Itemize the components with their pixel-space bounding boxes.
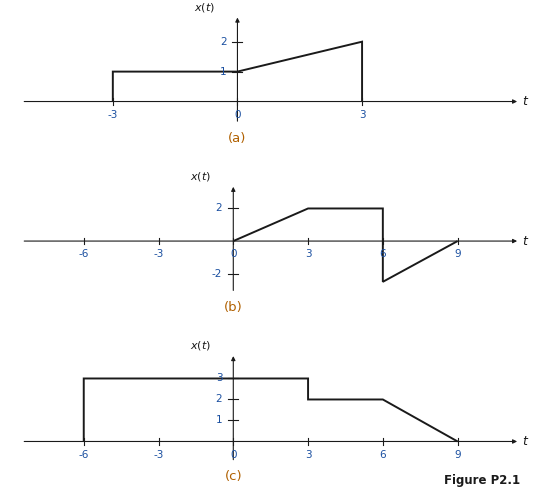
Text: -3: -3 xyxy=(108,110,118,120)
Text: -3: -3 xyxy=(153,249,163,259)
Text: -6: -6 xyxy=(79,450,89,460)
Text: (b): (b) xyxy=(224,301,243,314)
Text: $t$: $t$ xyxy=(523,435,530,448)
Text: $t$: $t$ xyxy=(523,95,530,108)
Text: -2: -2 xyxy=(212,269,222,278)
Text: 0: 0 xyxy=(234,110,241,120)
Text: 6: 6 xyxy=(379,450,386,460)
Text: 6: 6 xyxy=(379,249,386,259)
Text: $x(t)$: $x(t)$ xyxy=(194,0,215,14)
Text: $x(t)$: $x(t)$ xyxy=(190,170,211,183)
Text: $x(t)$: $x(t)$ xyxy=(190,339,211,352)
Text: 1: 1 xyxy=(220,66,227,77)
Text: (c): (c) xyxy=(225,470,242,483)
Text: 3: 3 xyxy=(305,249,311,259)
Text: 3: 3 xyxy=(215,373,222,383)
Text: 3: 3 xyxy=(305,450,311,460)
Text: 9: 9 xyxy=(455,450,461,460)
Text: 2: 2 xyxy=(215,395,222,404)
Text: 2: 2 xyxy=(215,204,222,214)
Text: -3: -3 xyxy=(153,450,163,460)
Text: 0: 0 xyxy=(230,249,236,259)
Text: $t$: $t$ xyxy=(523,235,530,247)
Text: 0: 0 xyxy=(230,450,236,460)
Text: 9: 9 xyxy=(455,249,461,259)
Text: 1: 1 xyxy=(215,415,222,426)
Text: -6: -6 xyxy=(79,249,89,259)
Text: (a): (a) xyxy=(228,131,247,145)
Text: 3: 3 xyxy=(359,110,366,120)
Text: 2: 2 xyxy=(220,37,227,47)
Text: Figure P2.1: Figure P2.1 xyxy=(444,474,520,487)
